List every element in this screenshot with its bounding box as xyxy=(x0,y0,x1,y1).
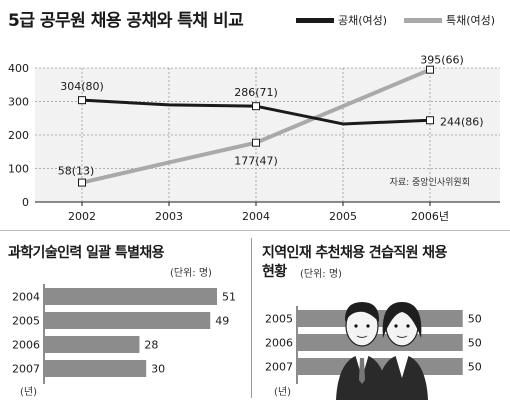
data-point-marker xyxy=(426,65,434,74)
data-label: 177(47) xyxy=(234,155,278,168)
bar xyxy=(298,334,463,351)
bar-value-label: 28 xyxy=(144,339,158,352)
legend-label-gongchae: 공채(여성) xyxy=(338,14,388,27)
line-chart: 0 100 200 300 400 2002 2003 2004 2005 2006년 304(80… xyxy=(8,54,500,223)
regional-chart-title: 지역인재 추천채용 견습직원 채용 xyxy=(262,245,447,261)
legend-swatch-gongchae xyxy=(296,17,334,23)
year-unit-label: (년) xyxy=(20,386,37,398)
bar-value-label: 49 xyxy=(215,315,229,328)
bar xyxy=(45,360,147,377)
data-point-marker xyxy=(426,116,434,125)
x-tick-label: 2002 xyxy=(68,210,96,223)
bar-category-label: 2006 xyxy=(12,339,40,352)
bar-category-label: 2005 xyxy=(265,313,293,326)
data-point-marker xyxy=(78,178,86,187)
data-label: 395(66) xyxy=(420,54,464,67)
source-note: 자료: 중앙인사위원회 xyxy=(390,176,470,188)
regional-chart-title-line2: 현황 xyxy=(262,264,287,280)
x-tick-label: 2003 xyxy=(155,210,183,223)
bar xyxy=(298,310,463,327)
bar-category-label: 2006 xyxy=(265,337,293,350)
y-tick-label: 0 xyxy=(22,196,29,209)
legend-label-teukchae: 특채(여성) xyxy=(446,14,496,27)
page-title: 5급 공무원 채용 공채와 특채 비교 xyxy=(8,11,244,31)
y-tick-label: 100 xyxy=(8,163,29,176)
science-bar-chart: 2004 51 2005 49 2006 28 2007 30 (년) xyxy=(12,284,236,398)
data-label: 244(86) xyxy=(440,115,484,128)
bar-value-label: 50 xyxy=(468,313,482,326)
panel-divider xyxy=(251,238,252,398)
year-unit-label: (년) xyxy=(274,386,291,398)
bar xyxy=(45,336,140,353)
bar xyxy=(45,312,211,329)
data-point-marker xyxy=(252,102,260,111)
y-tick-label: 400 xyxy=(8,62,29,75)
section-divider xyxy=(0,230,510,231)
bar xyxy=(45,288,217,305)
bar-value-label: 50 xyxy=(468,337,482,350)
data-label: 58(13) xyxy=(58,165,95,178)
y-tick-label: 300 xyxy=(8,96,29,109)
male-official-illustration xyxy=(336,302,388,400)
science-chart-title: 과학기술인력 일괄 특별채용 xyxy=(8,245,165,261)
bar-value-label: 30 xyxy=(151,363,165,376)
y-tick-label: 200 xyxy=(8,129,29,142)
data-point-marker xyxy=(78,96,86,105)
regional-bar-chart: 2005 50 2006 50 2007 50 (년) xyxy=(265,302,482,400)
bar-category-label: 2007 xyxy=(12,363,40,376)
data-label: 304(80) xyxy=(60,80,104,93)
bar-value-label: 51 xyxy=(222,291,236,304)
data-label: 286(71) xyxy=(234,86,278,99)
bar-category-label: 2005 xyxy=(12,315,40,328)
bar-value-label: 50 xyxy=(468,361,482,374)
science-chart-unit: (단위: 명) xyxy=(170,268,212,279)
legend-item-gongchae: 공채(여성) xyxy=(296,12,387,28)
data-point-marker xyxy=(252,138,260,147)
x-tick-label: 2006년 xyxy=(411,210,449,223)
bar-category-label: 2007 xyxy=(265,361,293,374)
x-tick-label: 2004 xyxy=(242,210,270,223)
x-tick-label: 2005 xyxy=(329,210,357,223)
bar-category-label: 2004 xyxy=(12,291,40,304)
legend-swatch-teukchae xyxy=(404,17,442,23)
regional-chart-unit: (단위: 명) xyxy=(300,269,342,280)
legend-item-teukchae: 특채(여성) xyxy=(404,12,495,28)
female-official-illustration xyxy=(376,302,428,400)
